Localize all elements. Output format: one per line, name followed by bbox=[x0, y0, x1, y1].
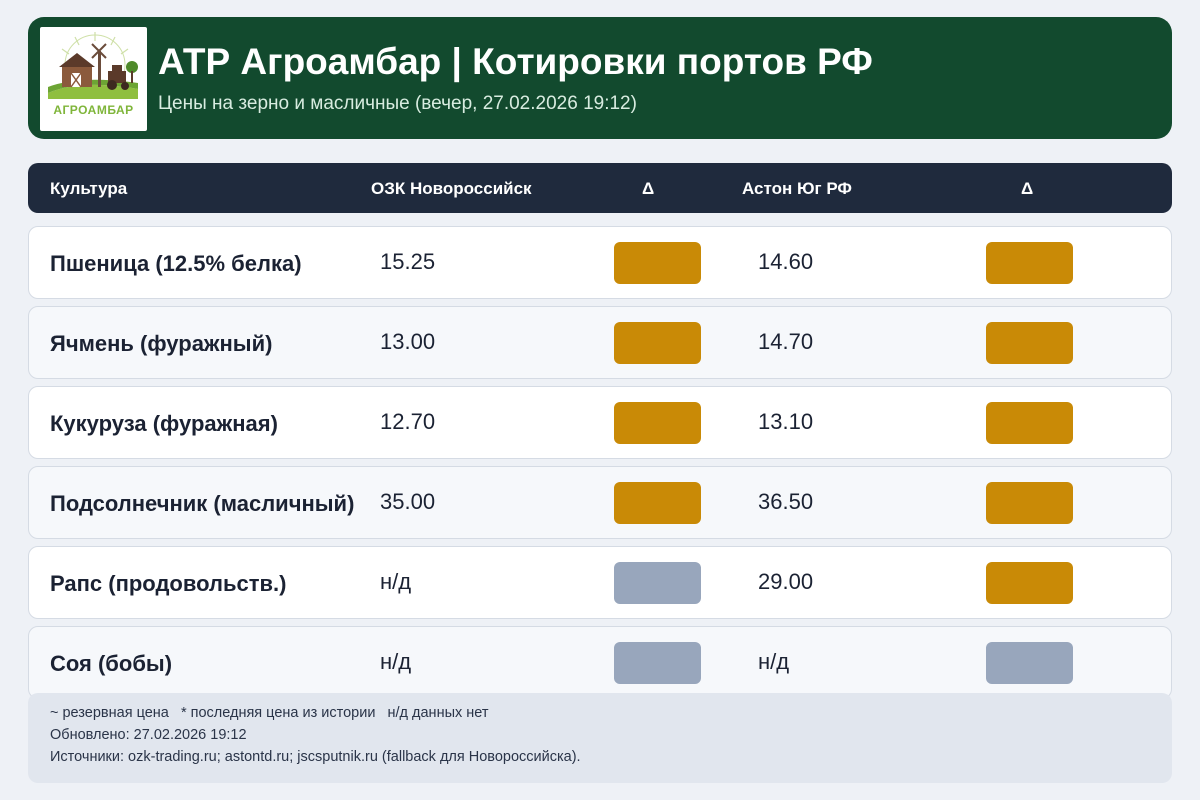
table-row: Ячмень (фуражный) 13.00 14.70 bbox=[28, 306, 1172, 379]
ozk-delta-badge bbox=[614, 482, 701, 524]
column-header-aston-delta: Δ bbox=[1021, 179, 1034, 198]
aston-delta-badge bbox=[986, 322, 1073, 364]
ozk-delta-badge bbox=[614, 642, 701, 684]
aston-price: 29.00 bbox=[758, 569, 814, 594]
crop-name: Пшеница (12.5% белка) bbox=[50, 251, 302, 276]
logo-wordmark: АГРОАМБАР bbox=[53, 103, 134, 117]
farm-logo-icon bbox=[48, 32, 138, 99]
aston-delta-badge bbox=[986, 642, 1073, 684]
aston-delta-badge bbox=[986, 482, 1073, 524]
ozk-price: 15.25 bbox=[380, 249, 436, 274]
crop-name: Рапс (продовольств.) bbox=[50, 571, 287, 596]
footer-notes: ~ резервная цена * последняя цена из ист… bbox=[28, 693, 1172, 783]
agroambar-logo: АГРОАМБАР bbox=[40, 27, 147, 131]
ozk-price: 35.00 bbox=[380, 489, 436, 514]
table-header: Культура ОЗК Новороссийск Δ Астон Юг РФ … bbox=[28, 163, 1172, 213]
table-row: Пшеница (12.5% белка) 15.25 14.60 bbox=[28, 226, 1172, 299]
table-row: Соя (бобы) н/д н/д bbox=[28, 626, 1172, 699]
updated-text: Обновлено: 27.02.2026 19:12 bbox=[50, 727, 247, 743]
ozk-delta-badge bbox=[614, 562, 701, 604]
legend-text: ~ резервная цена * последняя цена из ист… bbox=[50, 705, 489, 721]
aston-price: 36.50 bbox=[758, 489, 814, 514]
crop-name: Кукуруза (фуражная) bbox=[50, 411, 278, 436]
column-header-ozk: ОЗК Новороссийск bbox=[371, 179, 532, 198]
ozk-delta-badge bbox=[614, 402, 701, 444]
column-header-ozk-delta: Δ bbox=[642, 179, 655, 198]
column-header-crop: Культура bbox=[50, 179, 128, 198]
aston-delta-badge bbox=[986, 562, 1073, 604]
ozk-price: н/д bbox=[380, 569, 412, 594]
sources-text: Источники: ozk-trading.ru; astontd.ru; j… bbox=[50, 749, 581, 765]
aston-price: 14.70 bbox=[758, 329, 814, 354]
column-header-aston: Астон Юг РФ bbox=[742, 179, 852, 198]
aston-delta-badge bbox=[986, 242, 1073, 284]
ozk-price: н/д bbox=[380, 649, 412, 674]
aston-price: 13.10 bbox=[758, 409, 814, 434]
ozk-delta-badge bbox=[614, 242, 701, 284]
aston-delta-badge bbox=[986, 402, 1073, 444]
header-banner: АГРОАМБАР АТР Агроамбар | Котировки порт… bbox=[28, 17, 1172, 139]
crop-name: Ячмень (фуражный) bbox=[50, 331, 273, 356]
table-row: Кукуруза (фуражная) 12.70 13.10 bbox=[28, 386, 1172, 459]
aston-price: 14.60 bbox=[758, 249, 814, 274]
ozk-price: 12.70 bbox=[380, 409, 436, 434]
crop-name: Соя (бобы) bbox=[50, 651, 173, 676]
aston-price: н/д bbox=[758, 649, 790, 674]
page-title: АТР Агроамбар | Котировки портов РФ bbox=[158, 41, 873, 82]
table-row: Подсолнечник (масличный) 35.00 36.50 bbox=[28, 466, 1172, 539]
ozk-price: 13.00 bbox=[380, 329, 436, 354]
crop-name: Подсолнечник (масличный) bbox=[50, 491, 355, 516]
page-subtitle: Цены на зерно и масличные (вечер, 27.02.… bbox=[158, 93, 637, 114]
table-row: Рапс (продовольств.) н/д 29.00 bbox=[28, 546, 1172, 619]
ozk-delta-badge bbox=[614, 322, 701, 364]
